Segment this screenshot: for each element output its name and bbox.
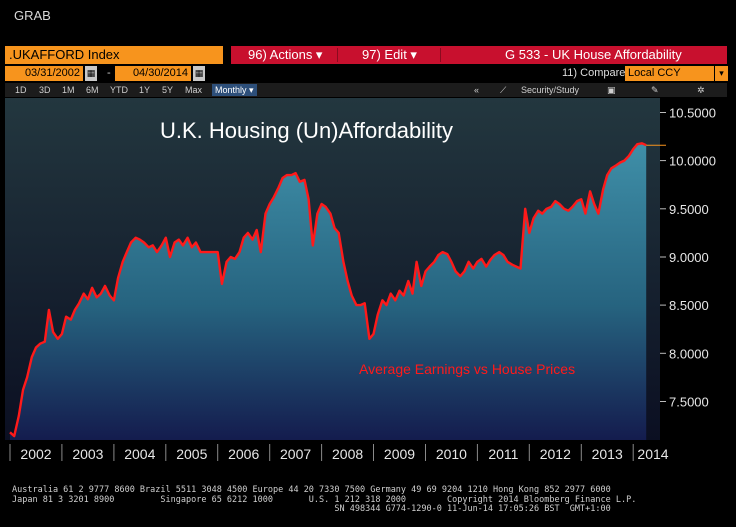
price-chart: 7.5000 8.0000 8.5000 9.0000 9.5000 10.0000 10.…	[5, 98, 727, 462]
y-tick-label: 9.5000	[669, 202, 709, 217]
chart-annotation: Average Earnings vs House Prices	[359, 361, 575, 377]
period-max[interactable]: Max	[185, 85, 203, 95]
action-divider	[440, 48, 441, 62]
period-6m[interactable]: 6M	[86, 85, 99, 95]
period-5y[interactable]: 5Y	[162, 85, 174, 95]
x-tick-label: 2012	[540, 446, 571, 461]
calendar-icon[interactable]: ▦	[85, 66, 97, 81]
period-1d[interactable]: 1D	[15, 85, 27, 95]
start-date-field[interactable]: 03/31/2002	[5, 66, 83, 81]
x-tick-label: 2007	[280, 446, 311, 461]
x-tick-label: 2004	[124, 446, 155, 461]
ticker-field[interactable]: .UKAFFORD Index	[5, 46, 223, 64]
period-1y[interactable]: 1Y	[139, 85, 151, 95]
x-tick-label: 2013	[592, 446, 623, 461]
y-tick-label: 10.0000	[669, 154, 716, 169]
calendar-icon[interactable]: ▦	[193, 66, 205, 81]
collapse-button[interactable]: «	[474, 85, 480, 95]
chart-style-icon[interactable]: ⟋	[500, 85, 507, 95]
series-title: G 533 - UK House Affordability	[505, 47, 682, 62]
chart-panel: 7.5000 8.0000 8.5000 9.0000 9.5000 10.0000 10.…	[5, 98, 727, 462]
action-divider	[337, 48, 338, 62]
compare-label: 11) Compare	[562, 67, 626, 79]
x-tick-label: 2006	[228, 446, 259, 461]
x-tick-label: 2008	[332, 446, 363, 461]
frequency-select[interactable]: Monthly ▾	[212, 84, 257, 96]
x-tick-label: 2010	[436, 446, 467, 461]
y-tick-label: 8.5000	[669, 298, 709, 313]
period-1m[interactable]: 1M	[62, 85, 75, 95]
date-separator: -	[107, 67, 111, 79]
security-study-button[interactable]: Security/Study	[521, 85, 580, 95]
action-bar	[231, 46, 727, 64]
x-tick-label: 2005	[176, 446, 207, 461]
actions-button[interactable]: 96) Actions ▾	[248, 47, 323, 62]
settings-icon[interactable]: ✲	[697, 85, 705, 95]
end-date-field[interactable]: 04/30/2014	[115, 66, 191, 81]
y-tick-label: 7.5000	[669, 395, 709, 410]
edit-button[interactable]: 97) Edit ▾	[362, 47, 417, 62]
y-tick-label: 8.0000	[669, 346, 709, 361]
x-tick-label: 2002	[20, 446, 51, 461]
footer-line: Australia 61 2 9777 8600 Brazil 5511 304…	[12, 485, 611, 495]
x-tick-label: 2014	[637, 446, 668, 461]
compare-select[interactable]: Local CCY	[625, 66, 715, 81]
series-line	[9, 142, 647, 438]
chevron-down-icon[interactable]: ▾	[714, 66, 728, 81]
chart-title: U.K. Housing (Un)Affordability	[160, 118, 453, 143]
period-ytd[interactable]: YTD	[110, 85, 128, 95]
y-tick-label: 10.5000	[669, 106, 716, 121]
y-tick-label: 9.0000	[669, 250, 709, 265]
x-tick-label: 2009	[384, 446, 415, 461]
x-tick-label: 2011	[488, 446, 518, 461]
footer: Australia 61 2 9777 8600 Brazil 5511 304…	[12, 485, 637, 515]
axis-background	[660, 98, 727, 440]
x-tick-label: 2003	[72, 446, 103, 461]
period-toolbar	[5, 83, 727, 97]
edit-icon[interactable]: ✎	[651, 85, 659, 95]
footer-line: Japan 81 3 3201 8900 Singapore 65 6212 1…	[12, 494, 637, 505]
series-area	[10, 143, 647, 441]
window-title: GRAB	[14, 8, 51, 23]
save-icon[interactable]: ▣	[607, 85, 616, 95]
footer-line: SN 498344 G774-1290-0 11-Jun-14 17:05:26…	[12, 504, 611, 515]
period-3d[interactable]: 3D	[39, 85, 51, 95]
